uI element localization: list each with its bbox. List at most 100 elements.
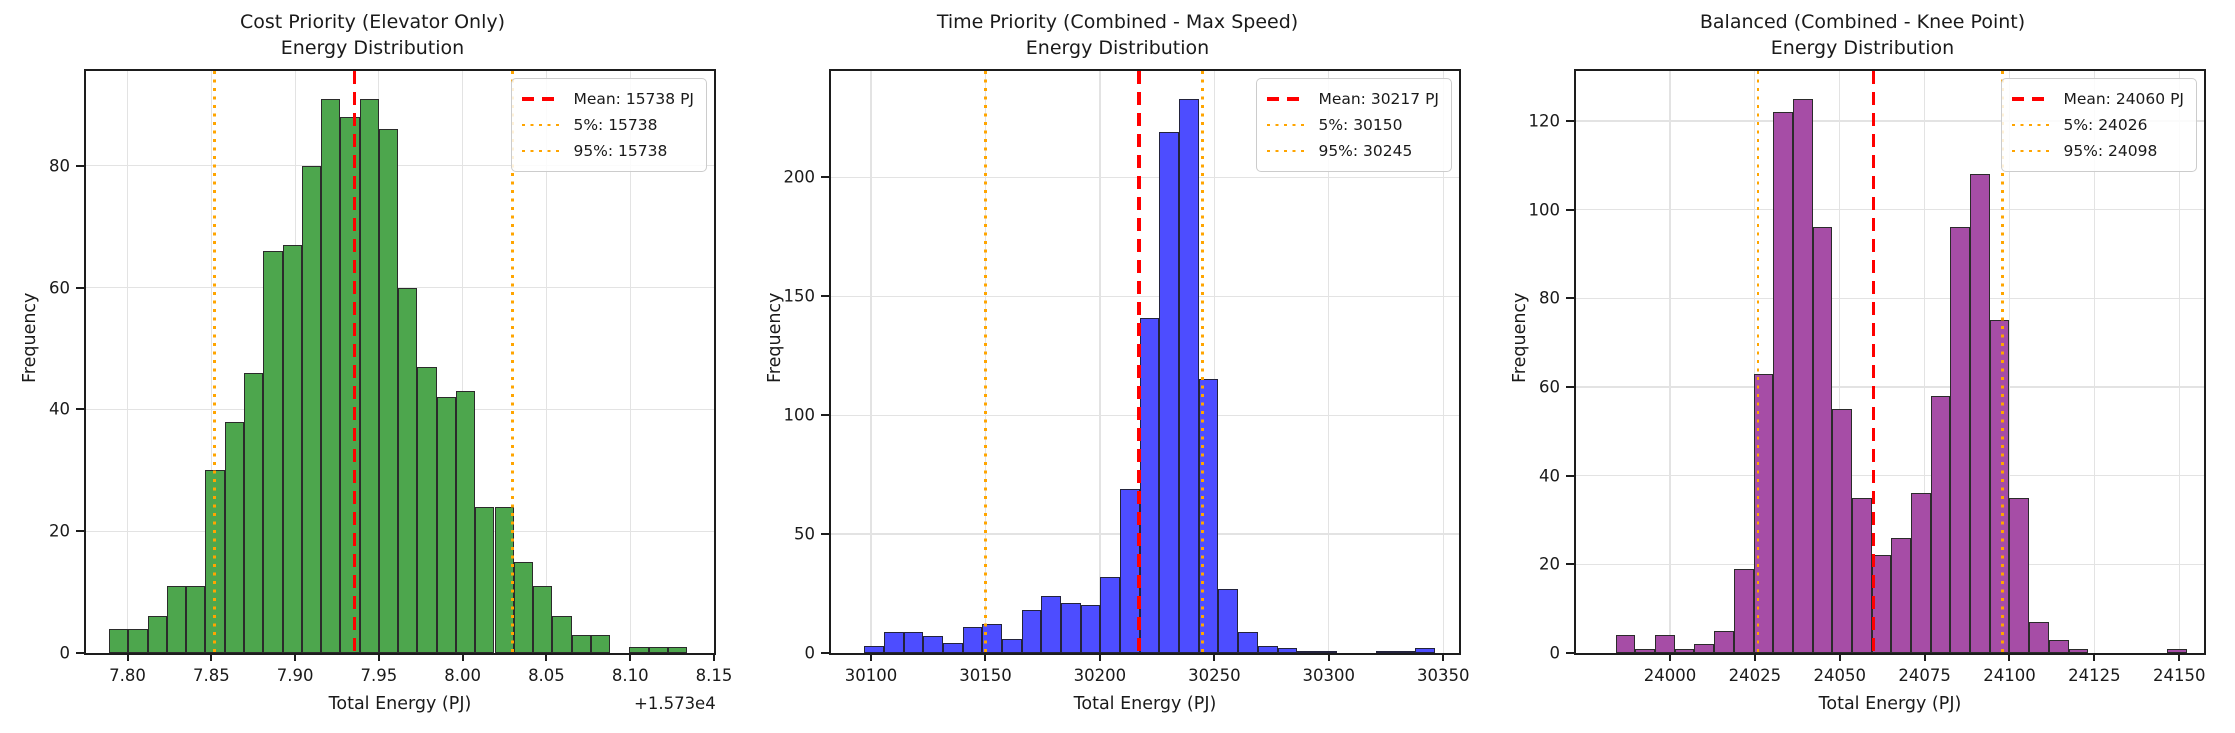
x-tick-mark bbox=[1669, 653, 1672, 661]
x-tick-mark bbox=[294, 653, 297, 661]
x-tick-mark bbox=[2178, 653, 2181, 661]
legend-row-mean: Mean: 24060 PJ bbox=[2012, 86, 2184, 112]
histogram-bar bbox=[1911, 493, 1931, 653]
gridline-vertical bbox=[1213, 71, 1215, 653]
x-tick-mark bbox=[1753, 653, 1756, 661]
legend-row-mean: Mean: 30217 PJ bbox=[1267, 86, 1439, 112]
histogram-bar bbox=[648, 646, 668, 653]
y-tick-mark bbox=[821, 652, 829, 654]
x-tick-label: 24050 bbox=[1813, 666, 1867, 685]
histogram-bar bbox=[590, 634, 611, 653]
gridline-vertical bbox=[1099, 71, 1101, 653]
x-tick-label: 8.10 bbox=[611, 666, 649, 685]
y-tick-label: 0 bbox=[59, 643, 71, 663]
y-tick-mark bbox=[1566, 119, 1574, 122]
legend-p5-line-sample bbox=[522, 123, 563, 127]
y-tick-mark bbox=[1566, 208, 1574, 211]
x-tick-label: 30150 bbox=[959, 666, 1012, 685]
histogram-bar bbox=[378, 129, 399, 653]
gridline-vertical bbox=[1924, 71, 1926, 653]
legend-mean-line-sample bbox=[522, 97, 563, 101]
histogram-bar bbox=[1316, 650, 1337, 653]
y-axis-label: Frequency bbox=[20, 292, 40, 383]
legend-row-p95: 95%: 30245 bbox=[1267, 138, 1439, 164]
histogram-bar bbox=[667, 646, 688, 653]
legend-row-mean: Mean: 15738 PJ bbox=[522, 86, 694, 112]
y-tick-mark bbox=[76, 530, 84, 533]
gridline-horizontal bbox=[1576, 120, 2204, 122]
plot-area: Mean: 15738 PJ 5%: 15738 95%: 15738 bbox=[84, 69, 716, 655]
histogram-bar bbox=[1615, 635, 1636, 653]
histogram-bar bbox=[1179, 98, 1199, 653]
histogram-bar bbox=[2009, 497, 2030, 653]
y-tick-label: 80 bbox=[49, 156, 70, 176]
legend-row-p5: 5%: 30150 bbox=[1267, 112, 1439, 138]
histogram-bar bbox=[571, 634, 591, 653]
histogram-bar bbox=[864, 645, 884, 653]
histogram-bar bbox=[398, 287, 418, 653]
gridline-vertical bbox=[1328, 71, 1330, 653]
legend-label-mean: Mean: 24060 PJ bbox=[2063, 90, 2184, 108]
y-tick-mark bbox=[1566, 563, 1574, 566]
histogram-bar bbox=[436, 397, 456, 653]
x-tick-mark bbox=[545, 653, 548, 661]
histogram-bar bbox=[1257, 645, 1278, 653]
y-tick-label: 40 bbox=[1539, 466, 1560, 486]
histogram-bar bbox=[1950, 227, 1971, 653]
histogram-bar bbox=[186, 586, 206, 653]
legend-row-p5: 5%: 24026 bbox=[2012, 112, 2184, 138]
gridline-vertical bbox=[870, 71, 872, 653]
gridline-vertical bbox=[210, 71, 212, 653]
x-tick-mark bbox=[2093, 653, 2096, 661]
x-tick-label: 24000 bbox=[1643, 666, 1697, 685]
x-tick-label: 30200 bbox=[1073, 666, 1127, 685]
x-tick-mark bbox=[2008, 653, 2011, 661]
gridline-vertical bbox=[2093, 71, 2095, 653]
histogram-bar bbox=[1773, 112, 1793, 653]
histogram-bar bbox=[282, 244, 302, 653]
x-tick-mark bbox=[870, 653, 873, 661]
gridline-vertical bbox=[462, 71, 464, 653]
legend-label-p95: 95%: 30245 bbox=[1318, 142, 1413, 160]
gridline-horizontal bbox=[1576, 386, 2204, 388]
x-tick-label: 30300 bbox=[1302, 666, 1356, 685]
histogram-bar bbox=[533, 586, 553, 653]
x-tick-mark bbox=[377, 653, 380, 661]
histogram-bar bbox=[147, 616, 167, 653]
gridline-horizontal bbox=[831, 295, 1459, 297]
y-tick-label: 20 bbox=[1539, 554, 1560, 574]
histogram-bar bbox=[128, 628, 148, 653]
legend-mean-line-sample bbox=[2012, 97, 2053, 101]
legend-p5-line-sample bbox=[2012, 123, 2053, 127]
legend-p95-line-sample bbox=[522, 149, 563, 153]
histogram-bar bbox=[1970, 174, 1990, 653]
histogram-bar bbox=[1989, 320, 2010, 653]
histogram-bar bbox=[1655, 635, 1675, 653]
legend-p95-line-sample bbox=[1267, 149, 1308, 153]
x-tick-label: 8.15 bbox=[695, 666, 733, 685]
histogram-bar bbox=[1395, 650, 1416, 653]
histogram-bar bbox=[1733, 568, 1754, 653]
histogram-bar bbox=[1832, 409, 1852, 653]
y-tick-label: 120 bbox=[1528, 111, 1561, 131]
histogram-bar bbox=[1139, 317, 1160, 653]
legend-label-mean: Mean: 30217 PJ bbox=[1318, 90, 1439, 108]
x-axis-label: Total Energy (PJ) bbox=[328, 694, 472, 714]
histogram-bar bbox=[109, 628, 129, 653]
legend-row-p95: 95%: 24098 bbox=[2012, 138, 2184, 164]
y-tick-label: 100 bbox=[783, 405, 816, 425]
subplot-balanced: Balanced (Combined - Knee Point) Energy D… bbox=[1490, 0, 2235, 733]
histogram-bar bbox=[2029, 621, 2049, 653]
histogram-bar bbox=[1001, 638, 1022, 653]
mean-line bbox=[1872, 71, 1876, 653]
histogram-bar bbox=[1041, 595, 1061, 653]
histogram-bar bbox=[340, 117, 360, 653]
histogram-bar bbox=[1792, 98, 1813, 653]
y-tick-mark bbox=[821, 414, 829, 417]
mean-line bbox=[352, 71, 357, 653]
x-tick-mark bbox=[1213, 653, 1216, 661]
legend-label-mean: Mean: 15738 PJ bbox=[573, 90, 694, 108]
histogram-bar bbox=[883, 631, 904, 653]
histogram-bar bbox=[475, 506, 495, 653]
x-tick-label: 24125 bbox=[2068, 666, 2121, 685]
